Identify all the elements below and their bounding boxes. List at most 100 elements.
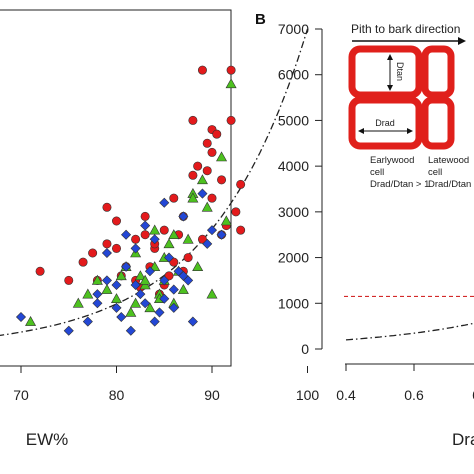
panel-b-scatter-plot: B 0 1000 2000 3000 4000 5000 6000 7000 0.4 0.6 0.… <box>255 11 474 449</box>
panel-a-point-circle <box>226 65 236 75</box>
panel-a-point-circle <box>193 161 203 171</box>
panel-a-point-diamond <box>154 307 165 318</box>
panel-a-point-diamond <box>202 238 213 249</box>
panel-a-point-triangle <box>225 78 237 89</box>
panel-b-letter: B <box>255 11 266 28</box>
panel-a-point-triangle <box>177 283 189 294</box>
panel-a-point-diamond <box>130 243 141 254</box>
panel-a-point-diamond <box>92 289 103 300</box>
panel-b-x-tick-label: 0.6 <box>404 387 424 403</box>
panel-a-point-circle <box>226 115 236 125</box>
panel-a-point-circle <box>197 65 207 75</box>
panel-a-point-circle <box>197 234 207 244</box>
dtan-label: Dtan <box>395 62 405 81</box>
panel-a-point-circle <box>188 170 198 180</box>
panel-a-point-diamond <box>101 275 112 286</box>
panel-b-y-tick-label: 2000 <box>278 250 309 266</box>
panel-b-y-tick-label: 0 <box>301 341 309 357</box>
panel-a-point-diamond <box>82 316 93 327</box>
panel-a-point-diamond <box>187 316 198 327</box>
panel-a-x-axis: 70 80 90 100 <box>13 366 319 403</box>
earlywood-caption-line1: Earlywood <box>370 155 414 166</box>
panel-a-point-diamond <box>144 266 155 277</box>
panel-a-point-diamond <box>168 302 179 313</box>
panel-a-point-diamond <box>159 197 170 208</box>
panel-a-point-circle <box>64 275 74 285</box>
panel-a-point-triangle <box>139 274 151 285</box>
drad-arrowhead-right <box>407 128 413 134</box>
panel-a-point-diamond <box>159 293 170 304</box>
panel-a-point-diamond <box>63 325 74 336</box>
panel-a-x-tick-label: 70 <box>13 387 29 403</box>
panel-a-point-diamond <box>159 275 170 286</box>
panel-a-point-diamond <box>111 302 122 313</box>
panel-a-point-diamond <box>111 279 122 291</box>
panel-a-point-triangle <box>149 224 161 235</box>
drad-arrowhead-left <box>358 128 364 134</box>
panel-a-point-triangle <box>163 238 175 249</box>
panel-a-point-triangle <box>115 270 127 281</box>
inset-title: Pith to bark direction <box>351 22 460 36</box>
panel-a-point-triangle <box>220 215 232 226</box>
panel-a-point-diamond <box>178 211 189 222</box>
panel-b-x-tick-label: 0.4 <box>336 387 356 403</box>
panel-b-y-tick-label: 1000 <box>278 295 309 311</box>
panel-a-point-triangle <box>196 174 208 185</box>
earlywood-cell-top <box>348 45 423 99</box>
panel-a-point-triangle <box>82 288 94 299</box>
panel-a-point-circle <box>140 211 150 221</box>
panel-a-point-diamond <box>197 188 208 199</box>
panel-a-trend-curve <box>0 28 309 337</box>
panel-a-point-circle <box>207 193 217 203</box>
panel-a-x-tick-label: 90 <box>204 387 220 403</box>
panel-b-y-tick-label: 7000 <box>278 21 309 37</box>
earlywood-cell-bottom <box>348 96 423 150</box>
panel-a-point-triangle <box>130 297 142 308</box>
panel-b-x-axis: 0.40.60.81 <box>336 364 474 403</box>
panel-a-point-circle <box>169 257 179 267</box>
panel-b-y-tick-label: 4000 <box>278 158 309 174</box>
latewood-caption-line3: Drad/Dtan <box>428 179 471 190</box>
dtan-arrowhead-bottom <box>387 85 393 91</box>
panel-a-data-points <box>15 65 246 336</box>
panel-b-trend-curve <box>345 322 474 341</box>
panel-a-point-circle <box>88 248 98 258</box>
panel-a-point-circle <box>140 230 150 240</box>
panel-a-point-diamond <box>164 252 175 263</box>
panel-a-point-diamond <box>168 284 179 295</box>
panel-a-point-circle <box>102 239 112 249</box>
latewood-cell-top <box>421 45 455 99</box>
panel-a-point-circle <box>131 234 141 244</box>
panel-a-x-axis-title: EW% <box>26 430 69 449</box>
panel-a-point-diamond <box>149 316 160 327</box>
drad-label: Drad <box>375 118 395 128</box>
pith-to-bark-arrowhead <box>458 37 466 45</box>
panel-a-point-diamond <box>183 275 194 286</box>
panel-a-point-circle <box>236 225 246 235</box>
panel-a-point-triangle <box>72 297 84 308</box>
panel-a-x-tick-label: 100 <box>296 387 320 403</box>
panel-a-point-diamond <box>140 298 151 309</box>
panel-a-point-circle <box>207 147 217 157</box>
dtan-arrowhead-top <box>387 54 393 60</box>
panel-a-point-diamond <box>116 311 127 323</box>
panel-a-point-diamond <box>121 261 132 272</box>
panel-b-x-tick-label: 0.8 <box>472 387 474 403</box>
panel-a-point-triangle <box>125 306 137 317</box>
panel-a-point-circle <box>212 129 222 139</box>
panel-a-point-diamond <box>140 220 151 231</box>
panel-a-point-triangle <box>134 270 146 281</box>
panel-a-point-circle <box>217 175 227 185</box>
panel-a-point-circle <box>112 243 122 253</box>
panel-a-point-diamond <box>92 298 103 309</box>
panel-a-x-tick-label: 80 <box>109 387 125 403</box>
panel-a-point-circle <box>159 225 169 235</box>
panel-a-point-circle <box>236 179 246 189</box>
panel-a-point-circle <box>169 193 179 203</box>
panel-b-y-axis: 0 1000 2000 3000 4000 5000 6000 7000 <box>278 21 322 357</box>
latewood-cell-bottom <box>421 96 455 150</box>
panel-b-y-tick-label: 3000 <box>278 204 309 220</box>
panel-a-point-diamond <box>149 234 160 245</box>
panel-a-point-circle <box>202 166 212 176</box>
panel-a-point-triangle <box>192 261 204 272</box>
